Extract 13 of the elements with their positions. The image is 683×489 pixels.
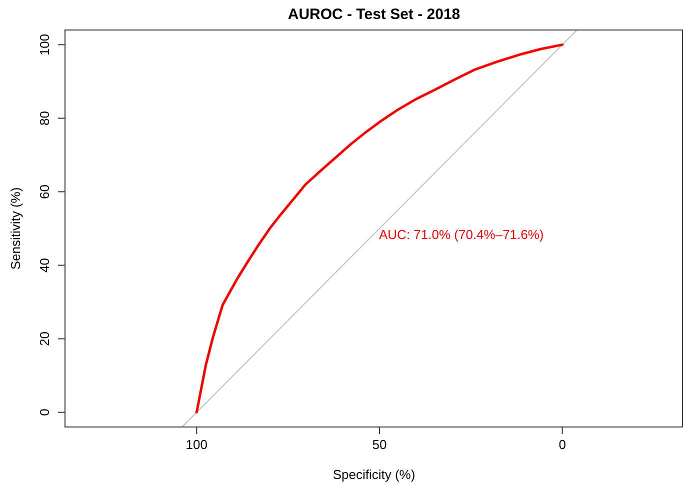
y-tick-label: 40 [37, 258, 52, 272]
x-axis-title: Specificity (%) [332, 467, 416, 482]
y-tick-label: 20 [37, 332, 52, 346]
annotation: AUC: 71.0% (70.4%–71.6%) [379, 227, 544, 242]
y-tick-label: 60 [37, 184, 52, 199]
y-tick-label: 80 [37, 110, 52, 126]
y-tick-label: 0 [37, 408, 52, 416]
x-tick-label: 100 [186, 437, 208, 452]
x-tick-label: 0 [558, 437, 566, 452]
x-tick-label: 50 [372, 437, 387, 452]
chart-title: AUROC - Test Set - 2018 [288, 6, 460, 23]
y-axis-title: Sensitivity (%) [8, 187, 23, 270]
y-tick-label: 100 [37, 34, 52, 56]
